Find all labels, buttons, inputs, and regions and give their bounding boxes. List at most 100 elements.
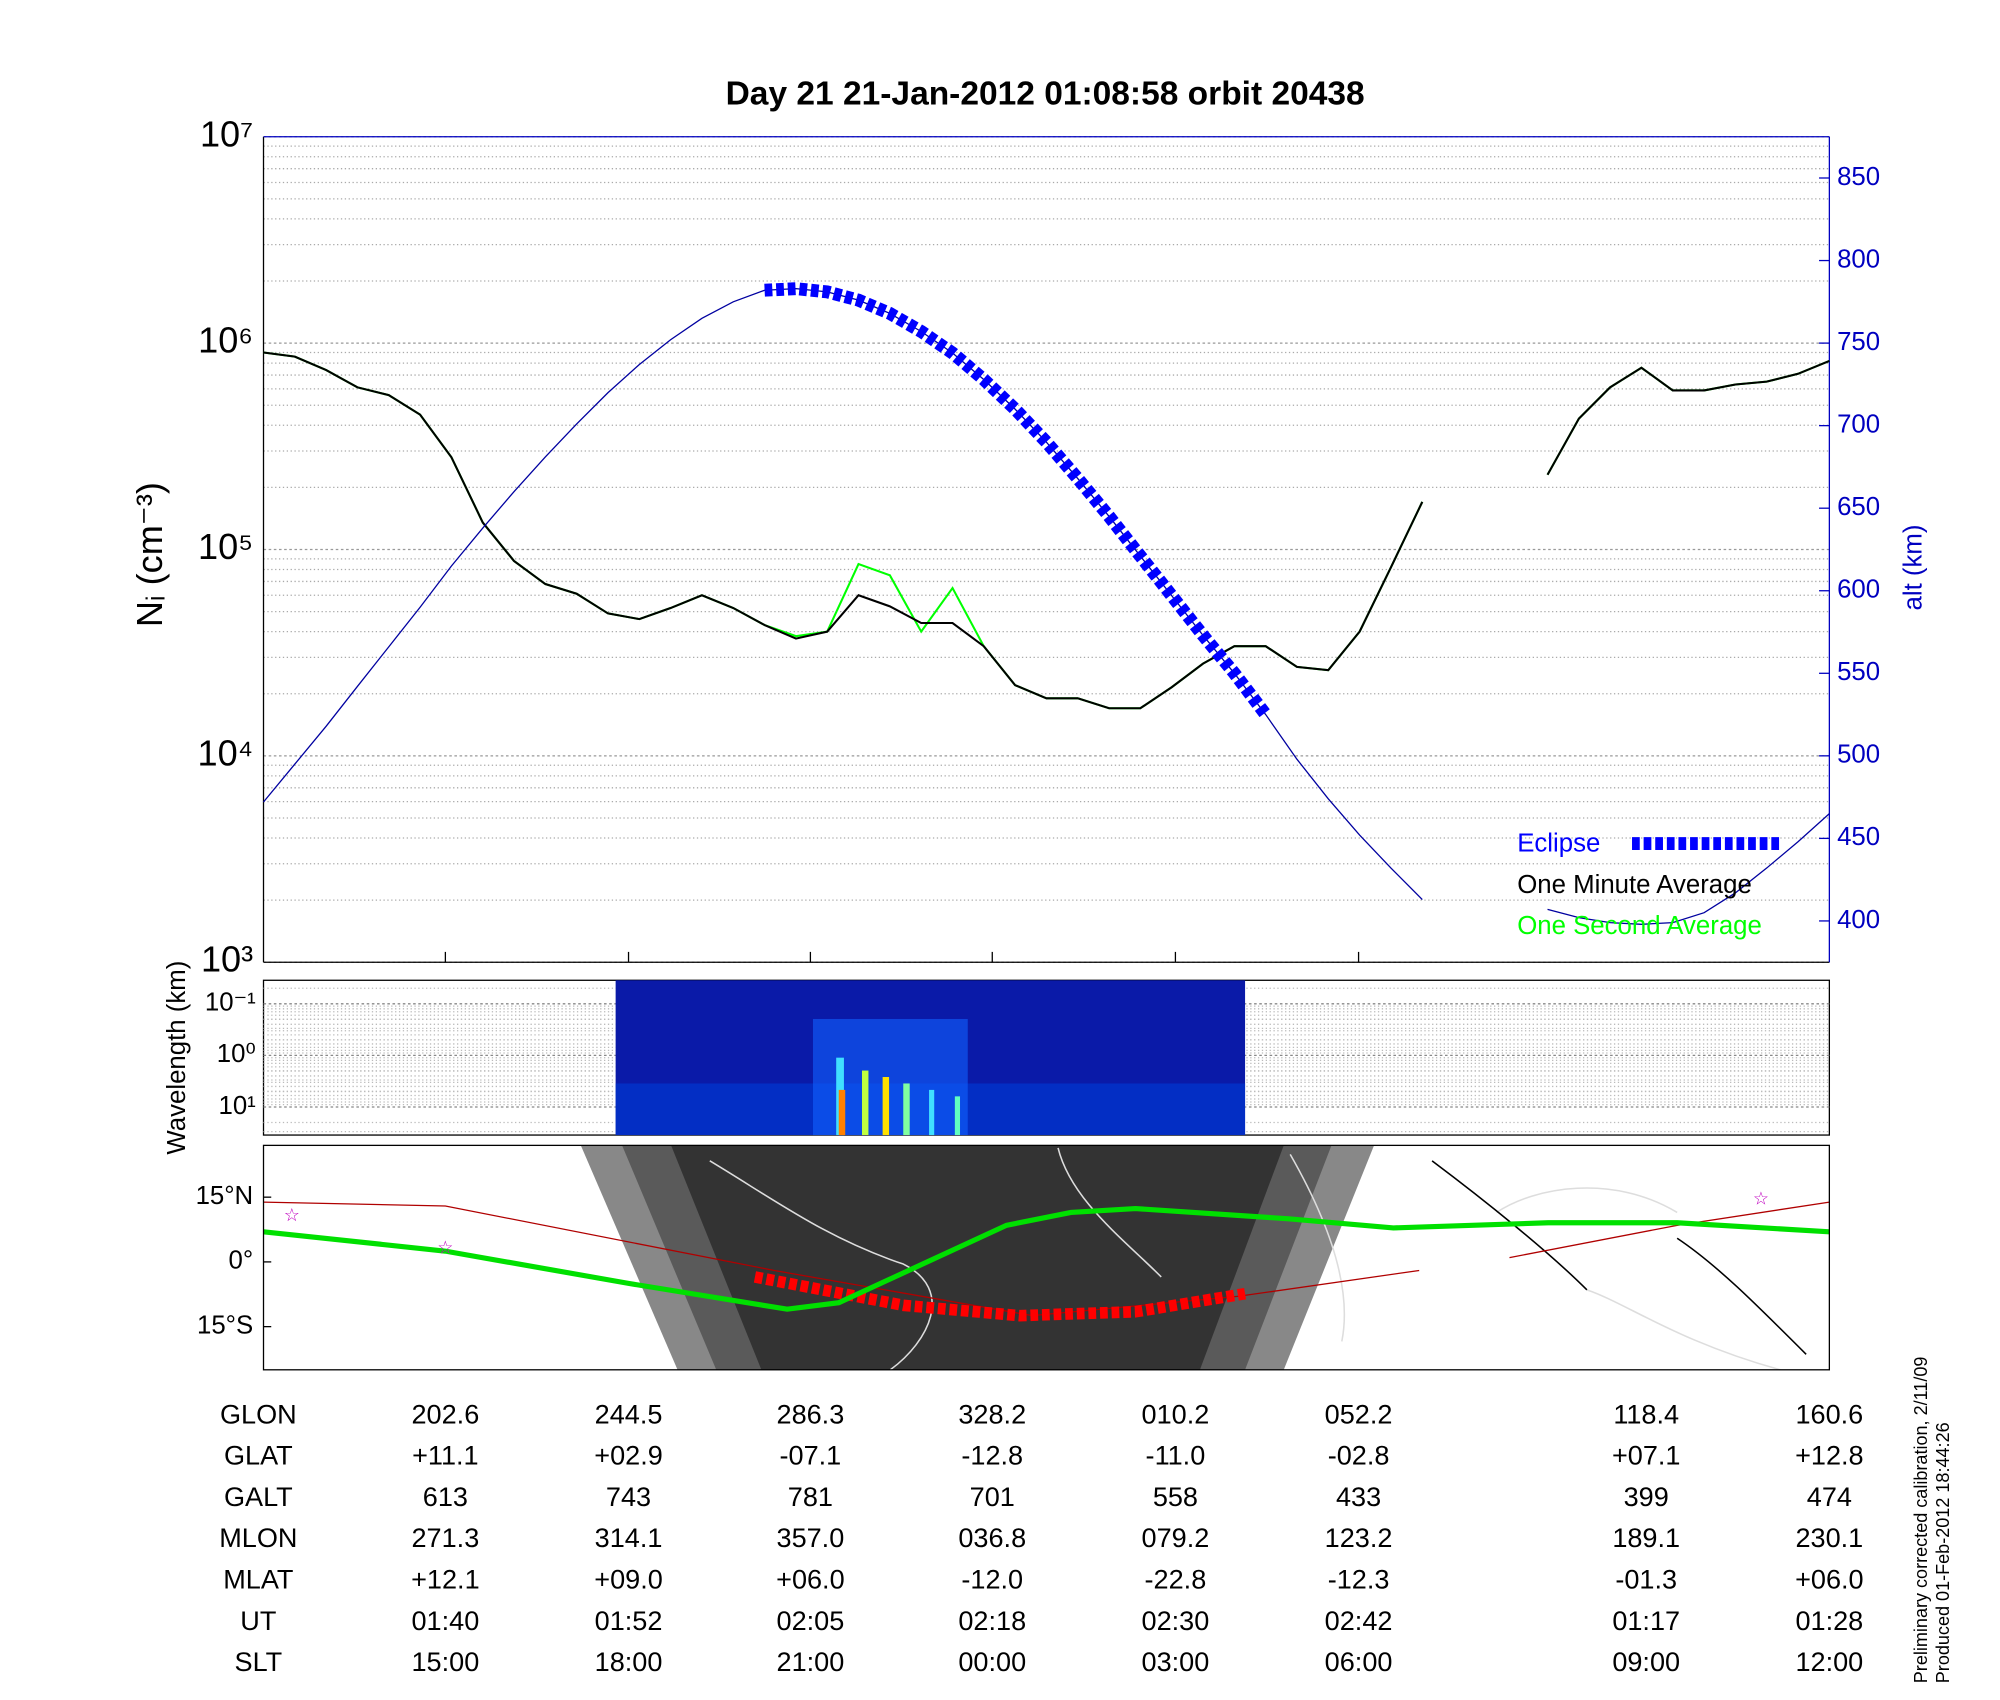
cell: 01:17: [1612, 1605, 1680, 1636]
cell: 01:52: [595, 1605, 663, 1636]
cell: -12.3: [1328, 1563, 1390, 1594]
cell: 474: [1807, 1481, 1852, 1512]
note: Preliminary corrected calibration, 2/11/…: [1911, 1357, 1931, 1684]
cell: 328.2: [958, 1398, 1026, 1429]
cell: 613: [423, 1481, 468, 1512]
plot-area: [263, 136, 1830, 963]
map-panel: ☆ ☆ ☆: [262, 1144, 1831, 1371]
y2-tick-label: 850: [1837, 163, 1880, 191]
cell: +12.8: [1795, 1440, 1864, 1471]
spectrogram-tick-label: 10⁻¹: [205, 989, 256, 1017]
y2-tick-label: 650: [1837, 493, 1880, 521]
cell: 743: [606, 1481, 651, 1512]
cell: 15:00: [411, 1646, 479, 1677]
cell: -01.3: [1615, 1563, 1677, 1594]
cell: +02.9: [594, 1440, 663, 1471]
cell: 160.6: [1795, 1398, 1863, 1429]
cell: 314.1: [595, 1522, 663, 1553]
cell: +07.1: [1612, 1440, 1681, 1471]
cell: 09:00: [1612, 1646, 1680, 1677]
cell: 123.2: [1325, 1522, 1393, 1553]
cell: 12:00: [1795, 1646, 1863, 1677]
cell: 052.2: [1325, 1398, 1393, 1429]
star-marker: ☆: [284, 1205, 300, 1225]
y-tick-label: 10⁵: [198, 526, 253, 567]
map-tick-label: 0°: [229, 1247, 254, 1275]
cell: 01:28: [1795, 1605, 1863, 1636]
series-line: [263, 351, 1424, 710]
cell: +06.0: [776, 1563, 845, 1594]
cell: 036.8: [958, 1522, 1026, 1553]
chart-title: Day 21 21-Jan-2012 01:08:58 orbit 20438: [726, 75, 1365, 112]
cell: -12.0: [961, 1563, 1023, 1594]
cell: 01:40: [411, 1605, 479, 1636]
row-label: SLT: [235, 1646, 283, 1677]
y2-tick-label: 450: [1837, 823, 1880, 851]
y2-tick-label: 550: [1837, 658, 1880, 686]
orbit-track: [263, 1205, 1830, 1312]
cell: 010.2: [1142, 1398, 1210, 1429]
cell: 02:05: [777, 1605, 845, 1636]
legend-label: Eclipse: [1517, 830, 1600, 858]
cell: 399: [1624, 1481, 1669, 1512]
y2-tick-label: 400: [1837, 906, 1880, 934]
y-tick-label: 10³: [201, 939, 253, 980]
spectrogram-image: [861, 1070, 869, 1136]
cell: -07.1: [780, 1440, 842, 1471]
map-tick-label: 15°N: [196, 1182, 254, 1210]
cell: 02:30: [1142, 1605, 1210, 1636]
y2-tick-label: 700: [1837, 410, 1880, 438]
spectrogram-label: Wavelength (km): [163, 961, 191, 1155]
spectrogram-panel: Wavelength (km): [163, 961, 1831, 1155]
cell: 03:00: [1142, 1646, 1210, 1677]
cell: 558: [1153, 1481, 1198, 1512]
legend-label: One Second Average: [1517, 912, 1762, 940]
cell: -12.8: [961, 1440, 1023, 1471]
cell: 357.0: [777, 1522, 845, 1553]
cell: 00:00: [958, 1646, 1026, 1677]
y-axis-label: Nᵢ (cm⁻³): [129, 482, 170, 627]
cell: -22.8: [1145, 1563, 1207, 1594]
cell: 02:18: [958, 1605, 1026, 1636]
cell: -11.0: [1146, 1440, 1206, 1471]
row-label: GALT: [224, 1481, 293, 1512]
series-line: [1547, 813, 1830, 925]
star-marker: ☆: [437, 1237, 453, 1257]
row-label: MLAT: [223, 1563, 293, 1594]
y-tick-label: 10⁴: [197, 732, 253, 773]
cell: 202.6: [411, 1398, 479, 1429]
cell: 701: [970, 1481, 1015, 1512]
map-tick-label: 15°S: [197, 1311, 253, 1339]
spectrogram-image: [838, 1089, 846, 1136]
y-tick-label: 10⁷: [200, 113, 253, 154]
row-label: MLON: [219, 1522, 297, 1553]
cell: 06:00: [1325, 1646, 1393, 1677]
legend-label: One Minute Average: [1517, 871, 1752, 899]
cell: -02.8: [1328, 1440, 1390, 1471]
map-frame: [262, 1144, 1831, 1371]
series-line: [764, 282, 1271, 719]
spectrogram-image: [882, 1077, 890, 1136]
coastline: [709, 1147, 1781, 1371]
spectrogram-image: [903, 1083, 910, 1136]
y2-tick-label: 800: [1837, 245, 1880, 273]
spectrogram-tick-label: 10⁰: [217, 1040, 256, 1068]
spectrogram-image: [929, 1089, 935, 1136]
cell: 079.2: [1142, 1522, 1210, 1553]
cell: 271.3: [411, 1522, 479, 1553]
note: Produced 01-Feb-2012 18:44:26: [1933, 1422, 1953, 1683]
row-label: GLAT: [224, 1440, 293, 1471]
cell: 02:42: [1325, 1605, 1393, 1636]
spectrogram-image: [954, 1096, 961, 1136]
y2-tick-label: 500: [1837, 741, 1880, 769]
eclipse-track: [753, 1271, 1247, 1322]
cell: +12.1: [411, 1563, 480, 1594]
y2-tick-label: 600: [1837, 576, 1880, 604]
cell: +11.1: [412, 1440, 479, 1471]
cell: 781: [788, 1481, 833, 1512]
cell: +09.0: [594, 1563, 663, 1594]
cell: 118.4: [1613, 1398, 1679, 1429]
cell: 21:00: [777, 1646, 845, 1677]
